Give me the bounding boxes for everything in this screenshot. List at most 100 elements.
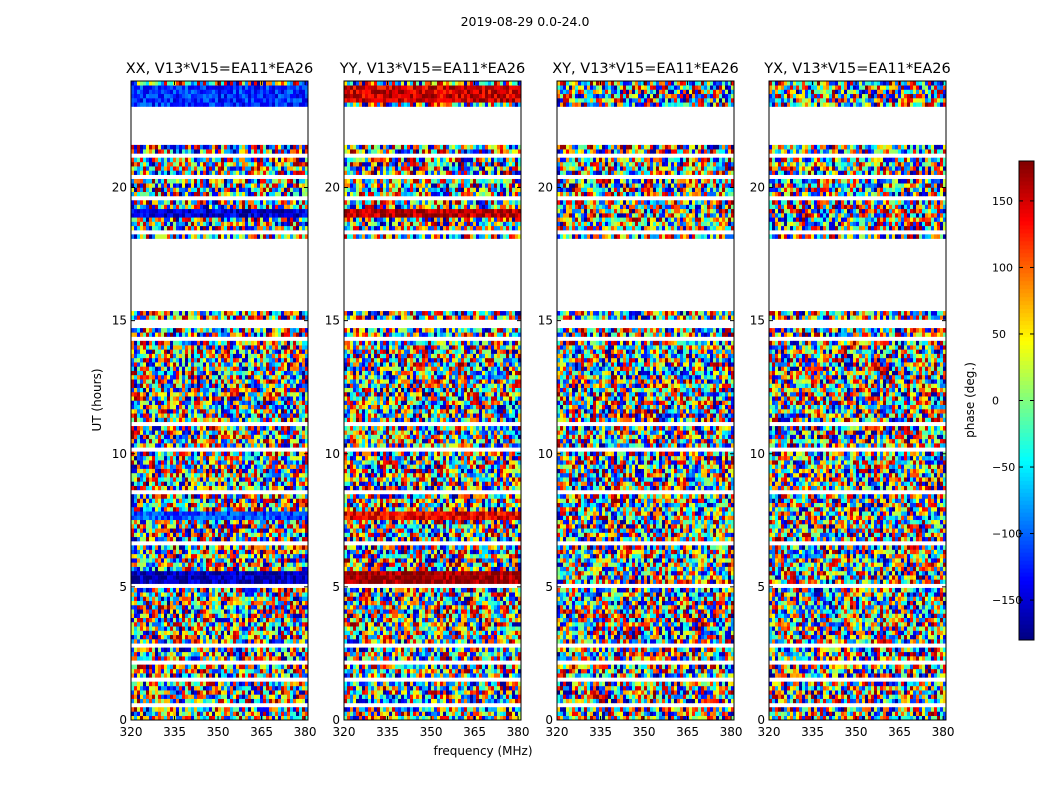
heatmap-cell	[275, 396, 279, 401]
heatmap-cell	[281, 430, 285, 435]
heatmap-cell	[272, 396, 276, 401]
heatmap-cell	[158, 502, 162, 508]
heatmap-cell	[260, 477, 264, 482]
heatmap-cell	[209, 383, 213, 388]
heatmap-cell	[305, 622, 309, 627]
heatmap-cell	[233, 332, 237, 337]
heatmap-cell	[245, 634, 249, 640]
heatmap-cell	[248, 545, 252, 550]
heatmap-cell	[224, 426, 228, 431]
heatmap-cell	[272, 613, 276, 619]
heatmap-cell	[161, 562, 165, 567]
heatmap-cell	[131, 417, 135, 423]
heatmap-cell	[242, 587, 246, 593]
heatmap-cell	[173, 349, 177, 354]
heatmap-cell	[254, 332, 258, 337]
heatmap-cell	[149, 507, 153, 512]
heatmap-cell	[251, 617, 255, 623]
heatmap-cell	[164, 528, 168, 533]
heatmap-cell	[260, 545, 264, 550]
heatmap-cell	[227, 698, 231, 704]
heatmap-cell	[179, 340, 183, 346]
heatmap-cell	[167, 472, 171, 478]
heatmap-cell	[149, 498, 153, 503]
heatmap-cell	[263, 434, 267, 440]
heatmap-cell	[257, 472, 261, 478]
heatmap-cell	[179, 639, 183, 644]
heatmap-cell	[257, 579, 261, 584]
heatmap-cell	[290, 613, 294, 619]
heatmap-cell	[158, 370, 162, 376]
heatmap-cell	[158, 592, 162, 597]
heatmap-cell	[200, 664, 204, 670]
heatmap-cell	[158, 391, 162, 397]
heatmap-cell	[161, 685, 165, 691]
heatmap-cell	[269, 353, 273, 359]
heatmap-cell	[155, 494, 159, 499]
heatmap-cell	[236, 472, 240, 478]
heatmap-cell	[134, 409, 138, 414]
heatmap-cell	[167, 622, 171, 627]
heatmap-cell	[155, 472, 159, 478]
heatmap-cell	[161, 613, 165, 619]
heatmap-cell	[155, 532, 159, 538]
heatmap-cell	[236, 481, 240, 486]
heatmap-cell	[230, 634, 234, 640]
heatmap-cell	[272, 592, 276, 597]
heatmap-cell	[257, 587, 261, 593]
heatmap-cell	[140, 417, 144, 423]
heatmap-cell	[281, 383, 285, 388]
heatmap-cell	[242, 668, 246, 674]
heatmap-cell	[200, 511, 204, 516]
heatmap-cell	[206, 404, 210, 410]
heatmap-cell	[299, 609, 303, 614]
heatmap-cell	[245, 417, 249, 423]
heatmap-cell	[185, 315, 189, 320]
heatmap-cell	[296, 592, 300, 597]
heatmap-cell	[143, 545, 147, 550]
heatmap-cell	[230, 438, 234, 444]
heatmap-cell	[203, 711, 207, 716]
heatmap-cell	[209, 443, 213, 448]
heatmap-cell	[278, 566, 282, 572]
heatmap-cell	[191, 370, 195, 376]
heatmap-cell	[143, 609, 147, 614]
heatmap-cell	[272, 664, 276, 670]
heatmap-cell	[236, 532, 240, 538]
heatmap-cell	[152, 536, 156, 542]
heatmap-cell	[260, 328, 264, 333]
heatmap-cell	[269, 434, 273, 440]
heatmap-cell	[185, 507, 189, 512]
heatmap-cell	[212, 528, 216, 533]
heatmap-cell	[299, 451, 303, 457]
heatmap-cell	[230, 387, 234, 393]
heatmap-cell	[179, 711, 183, 716]
heatmap-cell	[149, 426, 153, 431]
heatmap-cell	[143, 630, 147, 636]
heatmap-cell	[179, 451, 183, 457]
heatmap-cell	[212, 472, 216, 478]
heatmap-cell	[248, 481, 252, 486]
heatmap-cell	[164, 357, 168, 363]
heatmap-cell	[239, 396, 243, 401]
heatmap-cell	[230, 511, 234, 516]
heatmap-cell	[278, 570, 282, 576]
heatmap-cell	[179, 647, 183, 653]
heatmap-cell	[299, 536, 303, 542]
heatmap-cell	[272, 494, 276, 499]
heatmap-cell	[257, 609, 261, 614]
heatmap-cell	[302, 579, 306, 584]
heatmap-cell	[254, 417, 258, 423]
heatmap-cell	[239, 400, 243, 406]
heatmap-cell	[203, 647, 207, 653]
heatmap-cell	[269, 685, 273, 691]
heatmap-cell	[164, 472, 168, 478]
heatmap-cell	[182, 622, 186, 627]
heatmap-cell	[155, 511, 159, 516]
heatmap-cell	[152, 357, 156, 363]
heatmap-cell	[302, 630, 306, 636]
heatmap-cell	[251, 626, 255, 631]
heatmap-cell	[164, 481, 168, 486]
heatmap-cell	[191, 366, 195, 371]
heatmap-cell	[260, 600, 264, 606]
